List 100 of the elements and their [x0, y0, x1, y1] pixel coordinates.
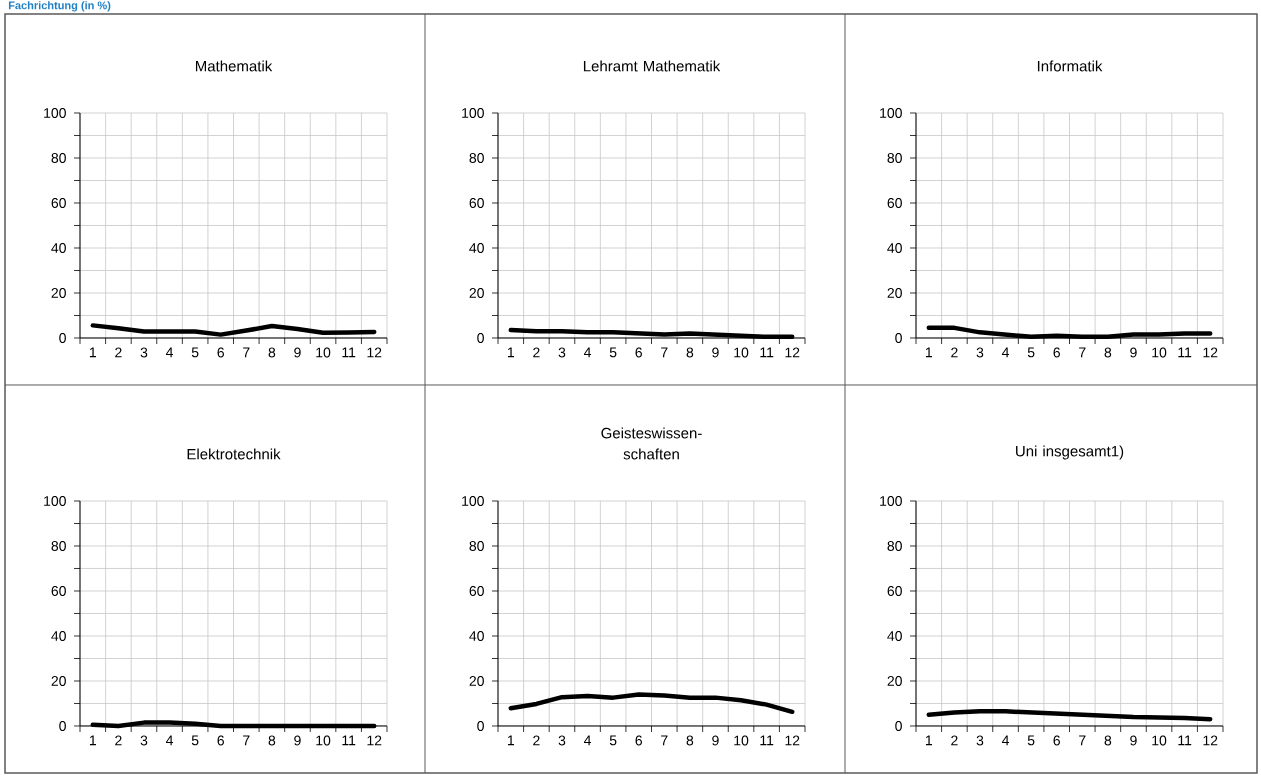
y-tick-label: 100 — [880, 108, 902, 118]
x-tick-label: 4 — [583, 735, 592, 746]
x-tick-label: 9 — [712, 347, 719, 358]
x-tick-label: 1 — [925, 347, 933, 358]
line-series — [508, 692, 795, 715]
x-tick-label: 2 — [533, 347, 540, 358]
x-tick-label: 12 — [1203, 347, 1218, 358]
y-tick-label: 40 — [51, 631, 66, 641]
x-tick-label: 3 — [140, 347, 148, 358]
chart-title: Elektrotechnik — [187, 448, 281, 460]
x-tick-label: 11 — [1178, 735, 1192, 746]
x-tick-label: 5 — [191, 347, 199, 358]
x-tick-label: 8 — [268, 735, 276, 746]
x-tick-label: 2 — [115, 735, 122, 746]
y-tick-label: 80 — [887, 541, 902, 551]
y-tick-label: 80 — [51, 541, 66, 551]
x-tick-label: 4 — [165, 347, 174, 358]
x-tick-label: 4 — [1001, 347, 1010, 358]
y-tick-label: 100 — [880, 496, 902, 506]
x-tick-label: 6 — [217, 347, 224, 358]
x-tick-label: 7 — [243, 735, 250, 746]
chart-title: Informatik — [1037, 60, 1103, 72]
x-tick-label: 9 — [294, 735, 301, 746]
y-tick-label: 60 — [469, 586, 484, 596]
x-tick-label: 6 — [1053, 735, 1060, 746]
x-tick-label: 7 — [243, 347, 250, 358]
y-tick-label: 20 — [887, 676, 902, 686]
x-tick-label: 1 — [507, 735, 515, 746]
x-tick-label: 6 — [1053, 347, 1060, 358]
text: Fachrichtung (in %) — [8, 1, 111, 12]
x-tick-label: 3 — [558, 347, 566, 358]
x-tick-label: 2 — [533, 735, 540, 746]
x-tick-label: 8 — [1104, 347, 1112, 358]
y-tick-label: 20 — [51, 676, 66, 686]
y-tick-label: 40 — [887, 631, 902, 641]
x-tick-label: 10 — [1152, 347, 1167, 358]
x-tick-label: 2 — [951, 735, 958, 746]
y-tick-label: 80 — [887, 153, 902, 163]
y-tick-label: 20 — [469, 288, 484, 298]
x-tick-label: 5 — [1027, 735, 1035, 746]
x-tick-label: 10 — [1152, 735, 1167, 746]
x-tick-label: 3 — [976, 347, 984, 358]
y-tick-label: 40 — [469, 631, 484, 641]
x-tick-label: 11 — [760, 347, 774, 358]
x-tick-label: 10 — [734, 347, 749, 358]
chart-title: Lehramt Mathematik — [583, 60, 721, 72]
y-tick-label: 40 — [469, 243, 484, 253]
x-tick-label: 9 — [1130, 347, 1137, 358]
x-tick-label: 8 — [686, 347, 694, 358]
x-tick-label: 9 — [294, 347, 301, 358]
chart-title: Uni insgesamt1) — [1016, 445, 1124, 460]
x-tick-label: 7 — [1079, 347, 1086, 358]
y-tick-label: 60 — [51, 586, 66, 596]
y-tick-label: 60 — [51, 198, 66, 208]
x-tick-label: 7 — [661, 347, 668, 358]
y-tick-label: 0 — [895, 333, 902, 343]
y-tick-label: 20 — [51, 288, 66, 298]
x-tick-label: 11 — [342, 347, 356, 358]
y-tick-label: 0 — [59, 333, 66, 343]
x-tick-label: 1 — [507, 347, 515, 358]
x-tick-label: 8 — [268, 347, 276, 358]
y-tick-label: 20 — [469, 676, 484, 686]
y-tick-label: 100 — [462, 108, 484, 118]
x-tick-label: 10 — [316, 347, 331, 358]
y-tick-label: 0 — [477, 333, 484, 343]
y-tick-label: 100 — [462, 496, 484, 506]
y-tick-label: 0 — [477, 721, 484, 731]
x-tick-label: 12 — [785, 735, 800, 746]
y-tick-label: 80 — [51, 153, 66, 163]
x-tick-label: 1 — [89, 735, 97, 746]
x-tick-label: 8 — [686, 735, 694, 746]
y-tick-label: 0 — [59, 721, 66, 731]
x-tick-label: 9 — [712, 735, 719, 746]
y-tick-label: 100 — [44, 108, 66, 118]
chart-title: Mathematik — [195, 60, 273, 72]
x-tick-label: 3 — [558, 735, 566, 746]
x-tick-label: 7 — [1079, 735, 1086, 746]
y-tick-label: 60 — [469, 198, 484, 208]
x-tick-label: 4 — [1001, 735, 1010, 746]
x-tick-label: 5 — [609, 347, 617, 358]
x-tick-label: 5 — [609, 735, 617, 746]
x-tick-label: 5 — [1027, 347, 1035, 358]
y-tick-label: 0 — [895, 721, 902, 731]
y-tick-label: 40 — [887, 243, 902, 253]
x-tick-label: 5 — [191, 735, 199, 746]
y-tick-label: 100 — [44, 496, 66, 506]
chart-title: Geisteswissen-schaften — [601, 427, 702, 460]
y-tick-label: 60 — [887, 198, 902, 208]
x-tick-label: 3 — [140, 735, 148, 746]
x-tick-label: 6 — [635, 347, 642, 358]
x-tick-label: 12 — [367, 735, 382, 746]
x-tick-label: 10 — [316, 735, 331, 746]
x-tick-label: 6 — [635, 735, 642, 746]
x-tick-label: 11 — [760, 735, 774, 746]
x-tick-label: 11 — [342, 735, 356, 746]
y-tick-label: 80 — [469, 153, 484, 163]
x-tick-label: 12 — [785, 347, 800, 358]
x-tick-label: 10 — [734, 735, 749, 746]
x-tick-label: 12 — [367, 347, 382, 358]
x-tick-label: 12 — [1203, 735, 1218, 746]
